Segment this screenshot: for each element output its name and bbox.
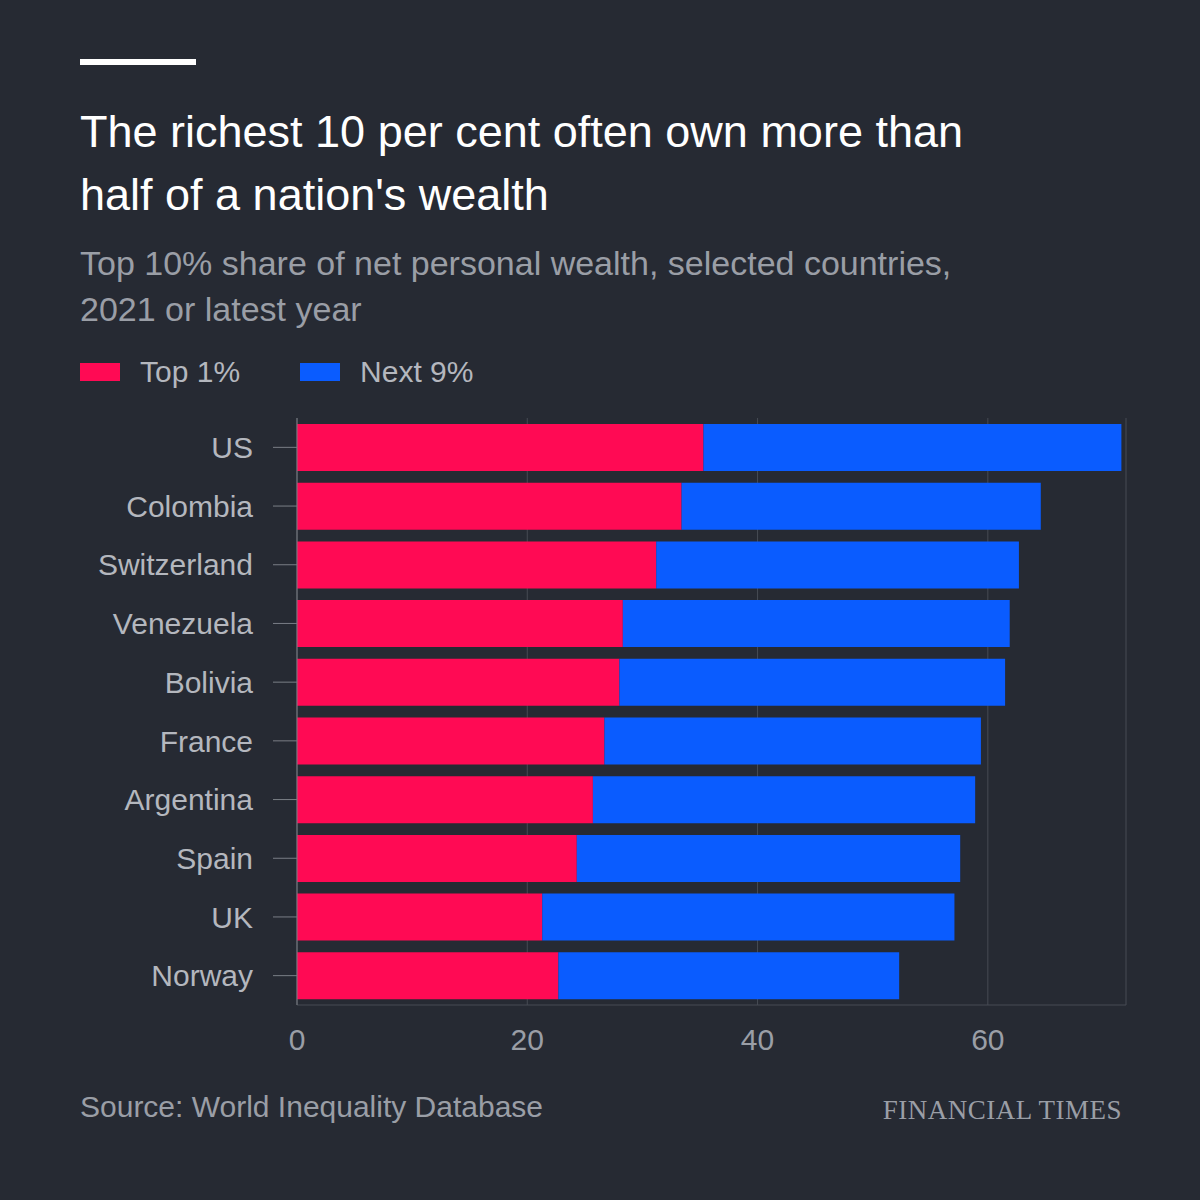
svg-text:20: 20	[511, 1023, 544, 1056]
html-text:Top 10% share of net personal: Top 10% share of net personal wealth, se…	[80, 244, 952, 328]
svg-text:France: France	[160, 725, 253, 758]
svg-text:0: 0	[289, 1023, 306, 1056]
html-text:FINANCIAL TIMES: FINANCIAL TIMES	[882, 1095, 1122, 1125]
svg-text:Colombia: Colombia	[126, 490, 253, 523]
svg-text:Switzerland: Switzerland	[98, 548, 253, 581]
svg-text:US: US	[211, 431, 253, 464]
svg-text:40: 40	[741, 1023, 774, 1056]
html-text:Top 1%: Top 1%	[140, 355, 241, 388]
svg-text:Bolivia: Bolivia	[165, 666, 254, 699]
svg-text:Norway: Norway	[151, 959, 253, 992]
svg-text:Spain: Spain	[176, 842, 253, 875]
svg-text:Venezuela: Venezuela	[113, 607, 253, 640]
html-text:Next 9%: Next 9%	[360, 355, 474, 388]
html-text:The richest 10 per cent often: The richest 10 per cent often own more t…	[80, 106, 963, 220]
svg-text:Argentina: Argentina	[125, 783, 254, 816]
svg-text:UK: UK	[211, 901, 253, 934]
svg-text:60: 60	[971, 1023, 1004, 1056]
html-text:Source: World Inequality Datab: Source: World Inequality Database	[80, 1090, 543, 1123]
